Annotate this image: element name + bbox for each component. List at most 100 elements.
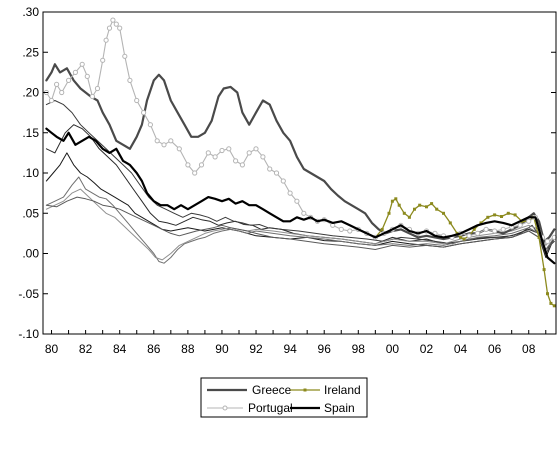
x-tick-label: 02: [420, 342, 434, 356]
y-tick-label: .05: [22, 206, 39, 220]
data-point-portugal: [280, 178, 286, 184]
data-point-portugal: [239, 162, 245, 168]
legend-swatch-portugal: [207, 405, 243, 411]
x-tick-label: 80: [45, 342, 59, 356]
data-point-portugal: [117, 25, 123, 31]
data-point-portugal: [84, 73, 90, 80]
legend-label-portugal: Portugal: [248, 401, 293, 415]
y-tick-label: -.05: [18, 287, 39, 301]
data-point-ireland: [387, 211, 391, 215]
data-point-ireland: [380, 227, 384, 231]
data-point-portugal: [66, 77, 72, 84]
legend: Greece Ireland Portugal Spain: [200, 377, 368, 418]
data-point-portugal: [500, 226, 506, 232]
y-tick-label: .20: [22, 86, 39, 100]
y-tick-label: .30: [22, 5, 39, 19]
data-point-portugal: [54, 81, 60, 88]
data-point-ireland: [549, 301, 553, 305]
axis-layer: .30 .25 .20 .15 .10 .05 .00 -.05 -.10 80 82 84 86 88 9…: [18, 5, 556, 356]
data-point-portugal: [253, 146, 259, 152]
data-point-portugal: [103, 37, 109, 43]
y-tick-label: .15: [22, 126, 39, 140]
data-point-ireland: [413, 207, 416, 211]
data-point-ireland: [407, 215, 411, 219]
data-point-portugal: [212, 154, 218, 160]
data-point-ireland: [459, 235, 463, 239]
x-tick-label: 90: [215, 342, 229, 356]
x-tick-label: 06: [488, 342, 502, 356]
y-tick-label: .10: [22, 166, 39, 180]
data-point-ireland: [448, 221, 452, 225]
data-point-portugal: [161, 142, 167, 148]
data-point-portugal: [338, 226, 344, 232]
legend-label-spain: Spain: [324, 401, 355, 415]
data-point-portugal: [219, 147, 225, 154]
x-tick-label: 04: [454, 342, 468, 356]
data-point-portugal: [185, 162, 191, 168]
data-point-portugal: [287, 190, 293, 196]
data-point-portugal: [59, 89, 65, 96]
x-tick-label: 96: [318, 342, 332, 356]
x-tick-label: 82: [79, 342, 93, 356]
data-point-portugal: [147, 122, 153, 128]
data-point-portugal: [301, 210, 307, 216]
data-point-portugal: [72, 69, 79, 76]
data-point-ireland: [402, 211, 406, 215]
data-point-portugal: [273, 170, 280, 176]
x-tick-label: 00: [386, 342, 400, 356]
data-point-ireland: [500, 215, 503, 218]
data-point-portugal: [517, 222, 523, 228]
data-point-portugal: [122, 53, 128, 59]
data-point-portugal: [466, 233, 472, 239]
data-point-portugal: [154, 138, 160, 144]
x-tick-label: 94: [283, 342, 297, 356]
data-point-ireland: [537, 235, 541, 239]
data-point-portugal: [89, 93, 96, 100]
data-point-portugal: [347, 228, 353, 234]
data-point-portugal: [267, 166, 273, 172]
data-point-ireland: [394, 197, 398, 201]
data-point-portugal: [192, 170, 198, 176]
y-tick-label: -.10: [18, 327, 39, 341]
data-point-ireland: [425, 205, 428, 209]
x-tick-label: 08: [522, 342, 536, 356]
data-point-portugal: [94, 85, 101, 92]
y-tick-label: .00: [22, 247, 39, 261]
data-point-portugal: [110, 17, 116, 23]
series-line-background-9: [45, 196, 555, 254]
data-point-portugal: [168, 138, 174, 144]
data-point-portugal: [106, 25, 113, 31]
data-point-ireland: [435, 207, 439, 211]
data-point-portugal: [294, 198, 300, 204]
data-point-ireland: [513, 213, 517, 217]
data-point-portugal: [48, 97, 55, 104]
legend-label-ireland: Ireland: [324, 383, 361, 397]
x-tick-label: 86: [147, 342, 161, 356]
data-point-ireland: [493, 213, 497, 217]
data-point-ireland: [397, 203, 401, 207]
data-point-portugal: [233, 158, 239, 164]
data-point-ireland: [462, 237, 466, 241]
y-tick-label: .25: [22, 45, 39, 59]
data-point-portugal: [226, 146, 232, 152]
data-point-ireland: [418, 203, 422, 207]
data-point-ireland: [542, 268, 546, 272]
data-point-portugal: [100, 57, 106, 63]
data-point-portugal: [483, 226, 489, 232]
legend-swatch-ireland: [290, 388, 320, 392]
data-point-portugal: [79, 61, 85, 67]
data-point-portugal: [260, 154, 266, 160]
data-point-portugal: [176, 146, 182, 152]
data-point-portugal: [492, 228, 498, 234]
data-point-portugal: [544, 238, 551, 244]
x-tick-label: 84: [113, 342, 127, 356]
data-point-ireland: [546, 292, 549, 296]
data-point-portugal: [205, 150, 211, 156]
data-point-portugal: [127, 77, 133, 84]
data-point-ireland: [390, 199, 394, 203]
legend-label-greece: Greece: [252, 383, 292, 397]
series-layer: [43, 17, 557, 308]
x-tick-label: 88: [181, 342, 195, 356]
series-line-spain: [45, 127, 556, 265]
